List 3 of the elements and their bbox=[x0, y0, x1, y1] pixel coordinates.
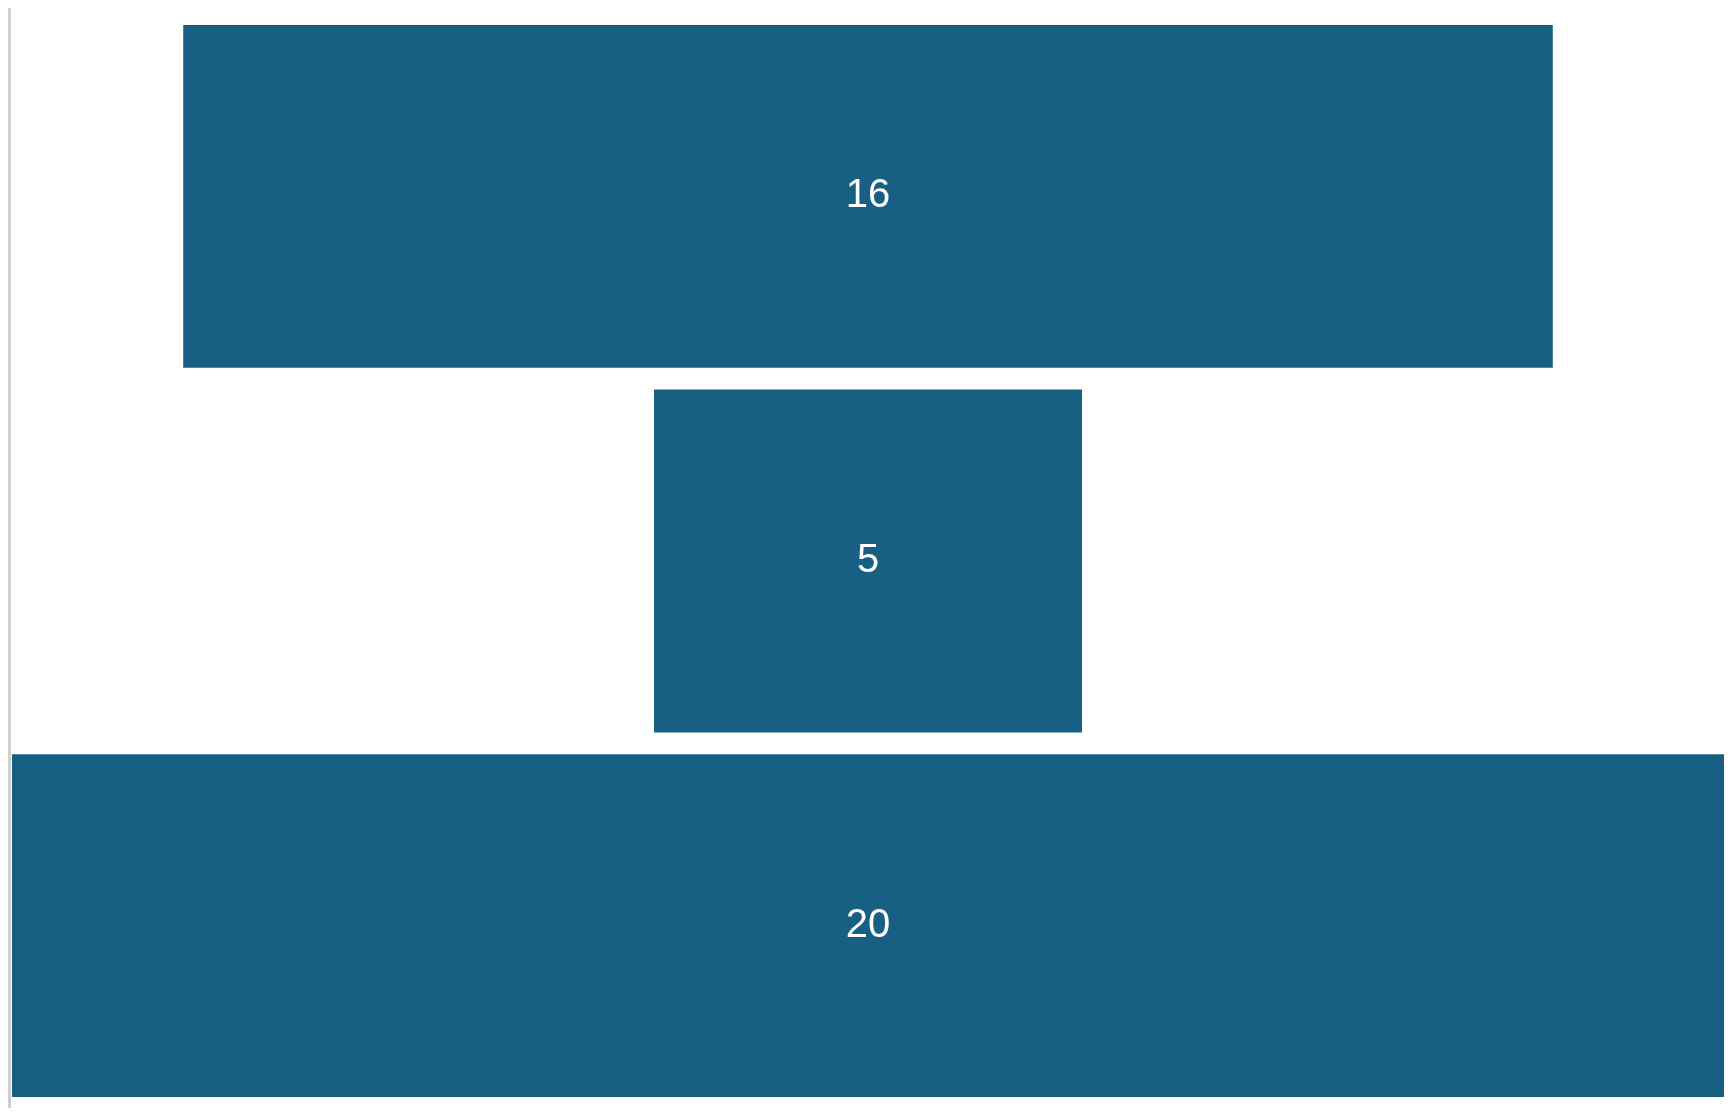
data-label: 5 bbox=[856, 536, 880, 581]
data-label: 16 bbox=[845, 171, 891, 216]
data-label: 20 bbox=[845, 900, 891, 945]
